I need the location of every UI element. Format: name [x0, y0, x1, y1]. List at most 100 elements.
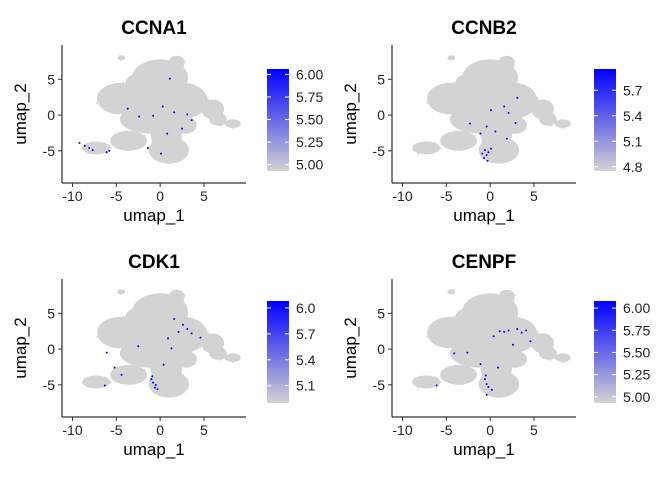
cell-point — [205, 341, 207, 344]
cell-point — [138, 351, 141, 354]
cell-point — [137, 73, 140, 76]
cell-point — [121, 137, 124, 140]
cell-point — [231, 360, 234, 363]
cell-point — [202, 112, 205, 114]
cell-point — [96, 336, 99, 338]
colorbar — [267, 69, 289, 171]
cell-point — [185, 130, 188, 133]
cell-point — [134, 345, 137, 348]
cell-point — [483, 366, 485, 369]
expressing-cell-point — [485, 383, 488, 386]
cell-point — [521, 93, 524, 96]
cell-point — [139, 91, 142, 94]
cell-point — [522, 363, 525, 365]
panel-cenpf: CENPF -10 -5 0 5 -5 0 5 umap_1 umap_2 5.00 5.2… — [341, 252, 650, 459]
cell-point — [179, 363, 182, 366]
cell-point — [207, 96, 209, 99]
cell-point — [120, 292, 122, 295]
cell-point — [433, 379, 435, 382]
colorbar-tick-label: 5.00 — [623, 389, 650, 405]
cell-point — [519, 85, 522, 88]
cell-point — [455, 333, 458, 336]
cell-point — [146, 321, 149, 323]
cell-point — [120, 58, 122, 61]
cell-point — [451, 292, 454, 295]
cell-point — [227, 354, 230, 357]
cell-point — [107, 110, 110, 112]
cell-point — [424, 385, 427, 387]
expressing-cell-point — [152, 114, 155, 117]
cell-point — [454, 341, 457, 344]
color-legend: 4.8 5.1 5.4 5.7 — [594, 69, 643, 175]
cell-point — [417, 386, 420, 389]
cell-point — [151, 128, 154, 131]
cell-point — [179, 158, 181, 160]
x-axis-label: umap_1 — [123, 440, 184, 459]
cell-point — [138, 117, 141, 120]
expressing-cell-point — [483, 156, 485, 159]
cell-point — [178, 296, 180, 299]
cell-point — [171, 371, 174, 374]
x-tick-label: 0 — [486, 188, 494, 204]
x-tick-label: 0 — [156, 188, 164, 204]
cell-point — [451, 146, 454, 149]
cell-point — [518, 317, 521, 320]
expressing-cell-point — [105, 151, 108, 154]
cell-point — [215, 347, 218, 350]
cell-point — [461, 87, 464, 89]
cell-point — [540, 120, 542, 123]
cell-point — [143, 368, 146, 371]
cell-point — [230, 119, 233, 122]
cell-point — [500, 139, 503, 142]
cell-point — [416, 380, 419, 382]
cell-point — [151, 298, 154, 300]
cell-point — [178, 66, 181, 69]
cell-point — [456, 94, 459, 97]
cell-cloud — [412, 289, 571, 398]
cell-point — [509, 158, 511, 160]
expressing-cell-point — [514, 121, 517, 124]
cell-point — [417, 152, 420, 155]
cell-point — [175, 360, 178, 363]
cell-point — [169, 372, 172, 375]
cell-point — [160, 374, 163, 376]
cell-point — [86, 146, 89, 148]
cell-point — [416, 146, 419, 148]
cell-point — [509, 314, 512, 317]
cell-point — [508, 367, 511, 370]
cell-point — [212, 346, 215, 349]
cell-point — [216, 356, 219, 359]
cell-point — [183, 60, 186, 63]
cell-point — [456, 331, 459, 334]
cell-point — [162, 146, 165, 148]
expressing-cells — [435, 328, 532, 396]
cell-point — [233, 358, 236, 361]
cell-point — [488, 293, 491, 296]
cell-point — [486, 348, 488, 351]
cell-point — [510, 156, 513, 159]
cell-point — [161, 78, 164, 81]
cell-point — [160, 140, 163, 142]
cell-point — [186, 95, 189, 98]
cell-point — [171, 64, 174, 67]
cell-point — [522, 129, 525, 131]
cell-point — [515, 364, 518, 367]
cell-point — [433, 338, 436, 340]
cell-point — [159, 371, 162, 374]
cell-point — [131, 325, 134, 327]
cell-point — [423, 147, 426, 150]
cell-point — [126, 94, 129, 97]
cell-point — [478, 88, 481, 90]
cell-point — [546, 354, 548, 357]
colorbar — [267, 301, 289, 403]
cell-point — [205, 346, 208, 349]
cell-point — [164, 156, 167, 158]
cell-point — [495, 348, 498, 350]
cell-point — [486, 127, 489, 130]
colorbar-ticks: 4.8 5.1 5.4 5.7 — [594, 82, 643, 175]
cell-point — [124, 341, 127, 344]
cell-point — [435, 379, 438, 382]
cell-point — [497, 347, 499, 350]
cell-point — [506, 57, 509, 60]
cell-point — [211, 118, 214, 121]
